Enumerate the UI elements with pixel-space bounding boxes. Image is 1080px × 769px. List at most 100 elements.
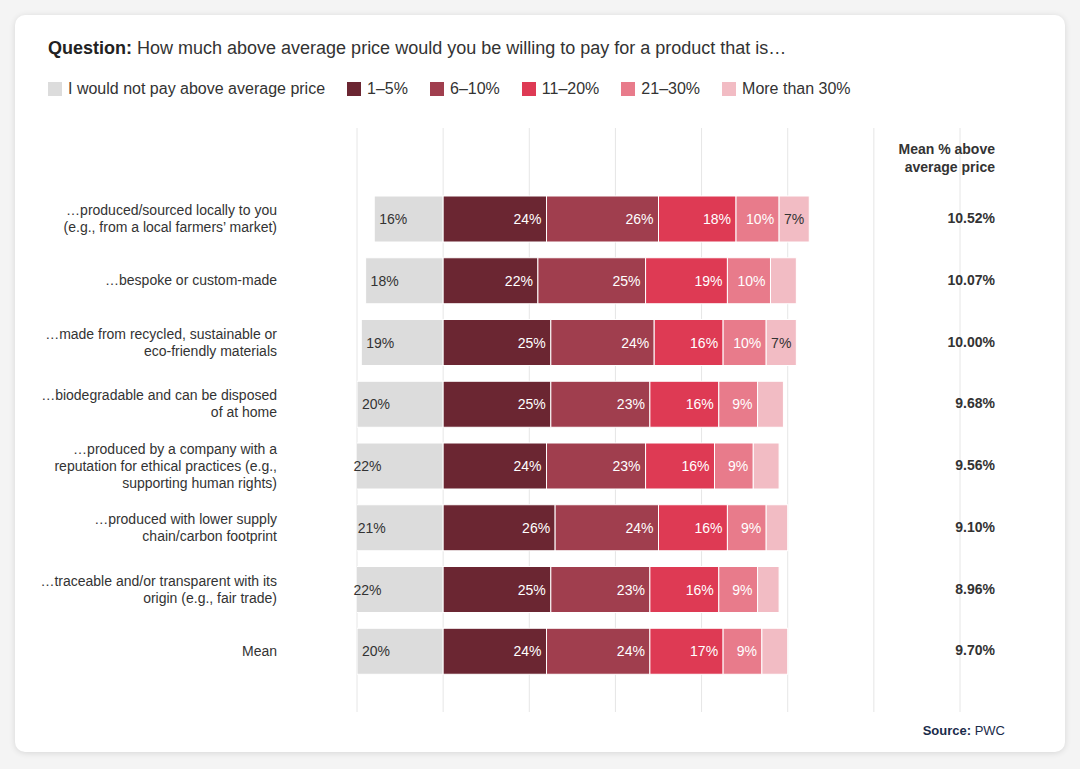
bar-segment <box>443 381 551 427</box>
bar-segment <box>443 628 546 674</box>
mean-value: 8.96% <box>875 581 995 601</box>
data-label: 10% <box>746 211 774 227</box>
data-label: 19% <box>366 335 394 351</box>
data-label: 9% <box>737 643 757 659</box>
bar-segment <box>357 628 443 674</box>
legend-item: 6–10% <box>430 80 500 98</box>
data-label: 26% <box>522 520 550 536</box>
bar-segment <box>646 443 715 489</box>
bar-segment <box>714 443 753 489</box>
bar-segment <box>766 505 788 551</box>
bar-segment <box>766 320 796 366</box>
data-label: 9% <box>732 396 752 412</box>
bar-segment <box>654 320 723 366</box>
bar-segment <box>727 505 766 551</box>
bars <box>357 196 809 674</box>
bar-segment <box>762 628 788 674</box>
data-label: 24% <box>513 643 541 659</box>
bar-segment <box>538 258 646 304</box>
legend-item: 21–30% <box>621 80 700 98</box>
mean-value: 10.07% <box>875 272 995 292</box>
data-label: 16% <box>690 335 718 351</box>
data-label: 18% <box>703 211 731 227</box>
legend-label: 11–20% <box>542 80 600 98</box>
data-label: 22% <box>353 582 381 598</box>
bar-segment <box>758 567 780 613</box>
data-label: 25% <box>518 396 546 412</box>
bar-segment <box>443 196 546 242</box>
data-label: 20% <box>362 396 390 412</box>
mean-value: 10.52% <box>875 210 995 230</box>
bar-segment <box>719 567 758 613</box>
bar-segment <box>357 381 443 427</box>
bar-segment <box>547 628 650 674</box>
bar-segment <box>650 381 719 427</box>
data-label: 16% <box>694 520 722 536</box>
category-label: …produced with lower supply chain/carbon… <box>40 498 277 558</box>
data-label: 9% <box>732 582 752 598</box>
data-label: 25% <box>518 582 546 598</box>
bar-segment <box>357 567 443 613</box>
data-label: 24% <box>625 520 653 536</box>
bar-segment <box>770 258 796 304</box>
data-label: 16% <box>686 582 714 598</box>
bar-segment <box>659 505 728 551</box>
mean-value: 9.68% <box>875 395 995 415</box>
data-label: 16% <box>681 458 709 474</box>
data-labels: 16% 24% 26% 18% 10% 7% 18% 22% 25% 19% 10% 19% 25% 24… <box>353 211 804 659</box>
source: Source: PWC <box>923 723 1005 738</box>
page: Question: How much above average price w… <box>0 0 1080 769</box>
category-label: Mean <box>40 621 277 681</box>
bar-segment <box>551 381 650 427</box>
data-label: 7% <box>771 335 791 351</box>
data-label: 17% <box>690 643 718 659</box>
bar-segment <box>727 258 770 304</box>
legend-swatch <box>621 82 635 96</box>
means-title: Mean % above average price <box>865 140 995 176</box>
legend-label: I would not pay above average price <box>68 80 325 98</box>
bar-segment <box>551 320 654 366</box>
data-label: 23% <box>617 582 645 598</box>
data-label: 25% <box>518 335 546 351</box>
legend-item: I would not pay above average price <box>48 80 325 98</box>
bar-segment <box>357 505 443 551</box>
mean-value: 10.00% <box>875 334 995 354</box>
bar-segment <box>659 196 737 242</box>
legend-item: 1–5% <box>347 80 408 98</box>
bar-segment <box>779 196 809 242</box>
mean-value: 9.70% <box>875 642 995 662</box>
grid <box>357 128 960 712</box>
data-label: 22% <box>505 273 533 289</box>
legend-label: More than 30% <box>742 80 851 98</box>
data-label: 9% <box>728 458 748 474</box>
bar-segment <box>753 443 779 489</box>
data-label: 7% <box>784 211 804 227</box>
data-label: 26% <box>625 211 653 227</box>
legend-item: More than 30% <box>722 80 851 98</box>
legend-swatch <box>522 82 536 96</box>
title: Question: How much above average price w… <box>48 38 786 59</box>
bar-segment <box>650 628 723 674</box>
data-label: 16% <box>686 396 714 412</box>
data-label: 18% <box>371 273 399 289</box>
legend-label: 6–10% <box>450 80 500 98</box>
data-label: 19% <box>694 273 722 289</box>
bar-segment <box>758 381 784 427</box>
bar-segment <box>357 443 443 489</box>
bar-segment <box>736 196 779 242</box>
bar-segment <box>443 320 551 366</box>
category-label: …produced/sourced locally to you (e.g., … <box>40 189 277 249</box>
data-label: 20% <box>362 643 390 659</box>
legend-label: 1–5% <box>367 80 408 98</box>
legend-label: 21–30% <box>641 80 700 98</box>
bar-segment <box>547 443 646 489</box>
bar-segment <box>723 628 762 674</box>
category-label: …biodegradable and can be disposed of at… <box>40 374 277 434</box>
data-label: 10% <box>737 273 765 289</box>
data-label: 22% <box>353 458 381 474</box>
bar-segment <box>443 505 555 551</box>
category-label: …produced by a company with a reputation… <box>40 436 277 496</box>
bar-segment <box>555 505 658 551</box>
category-label: …made from recycled, sustainable or eco-… <box>40 313 277 373</box>
bar-segment <box>723 320 766 366</box>
